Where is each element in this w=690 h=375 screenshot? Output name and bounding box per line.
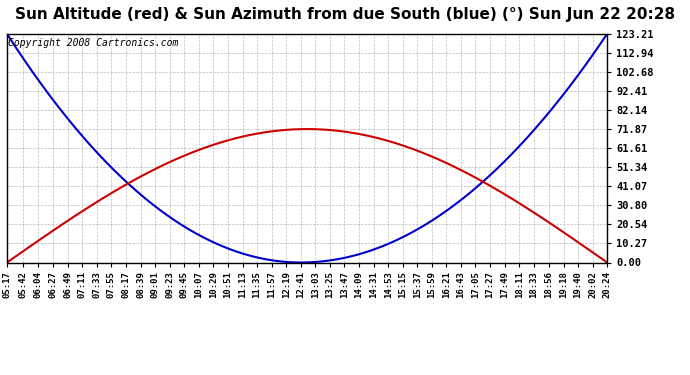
Text: Sun Altitude (red) & Sun Azimuth from due South (blue) (°) Sun Jun 22 20:28: Sun Altitude (red) & Sun Azimuth from du… — [15, 8, 675, 22]
Text: Copyright 2008 Cartronics.com: Copyright 2008 Cartronics.com — [8, 38, 179, 48]
